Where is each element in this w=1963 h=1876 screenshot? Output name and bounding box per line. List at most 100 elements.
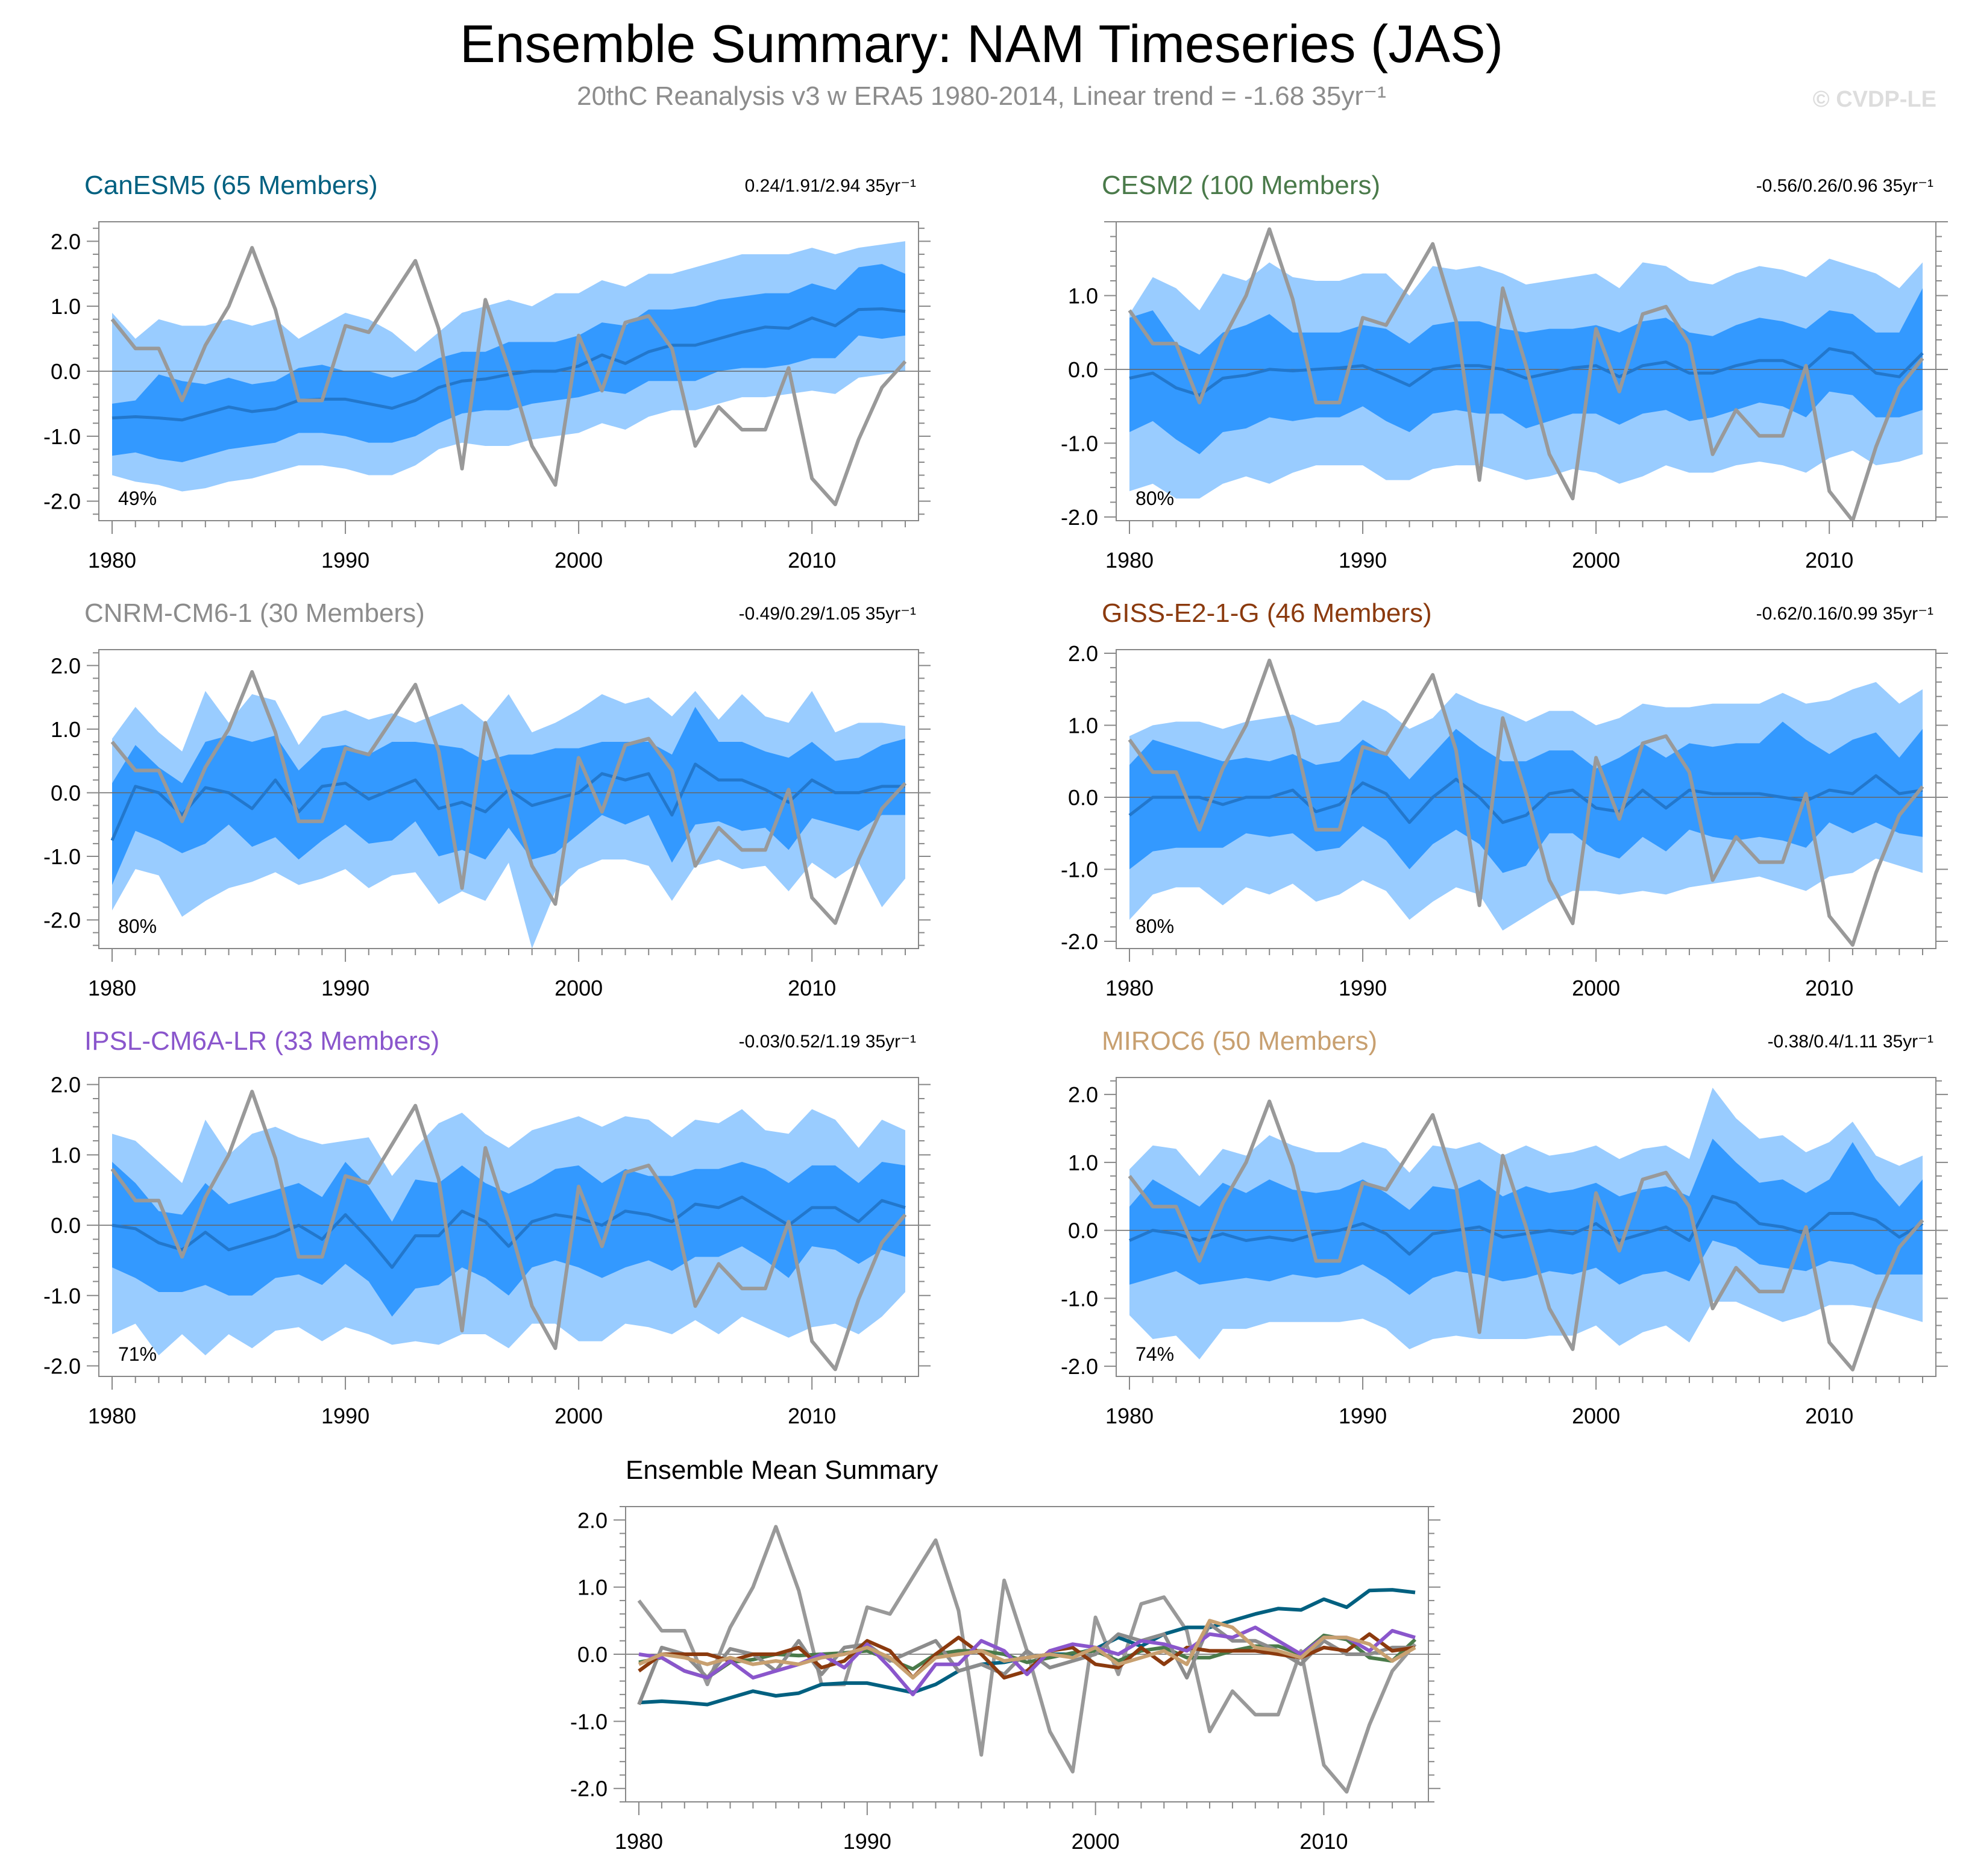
y-tick-label: 2.0 <box>51 229 81 254</box>
trend-label: -0.56/0.26/0.96 35yr⁻¹ <box>1756 176 1933 196</box>
x-tick-label: 1980 <box>1105 976 1154 1000</box>
y-tick-label: -2.0 <box>43 908 81 933</box>
y-tick-label: -1.0 <box>1061 431 1098 456</box>
trend-label: -0.49/0.29/1.05 35yr⁻¹ <box>739 604 916 624</box>
observed-line <box>110 1090 907 1372</box>
plot-area <box>1116 227 1936 521</box>
ensemble-mean-line <box>111 1195 906 1269</box>
y-tick-label: -2.0 <box>43 489 81 514</box>
x-tick-label: 1990 <box>321 548 369 573</box>
chart-panel-ensemble-mean-summary: 2.0 1.0 0.0 -1.0 -2.0 1980 1990 2000 2010 Ensembl… <box>570 1455 1440 1854</box>
y-tick-label: 1.0 <box>51 1143 81 1167</box>
panel-title: CNRM-CM6-1 (30 Members) <box>84 598 425 628</box>
y-tick-label: 0.0 <box>51 359 81 384</box>
observed-line <box>1128 658 1924 947</box>
ensemble-mean-line <box>1128 1194 1924 1256</box>
x-tick-label: 2000 <box>554 976 603 1000</box>
y-tick-label: 1.0 <box>51 294 81 319</box>
percent-label: 74% <box>1135 1343 1174 1365</box>
y-tick-label: 1.0 <box>1068 283 1098 308</box>
y-tick-label: 0.0 <box>1068 1219 1098 1243</box>
panel-title: GISS-E2-1-G (46 Members) <box>1102 598 1432 628</box>
panel-title: Ensemble Mean Summary <box>626 1455 938 1485</box>
y-tick-label: 2.0 <box>51 653 81 678</box>
x-tick-label: 1990 <box>1339 1404 1387 1428</box>
x-tick-label: 2000 <box>1072 1829 1120 1854</box>
trend-label: -0.38/0.4/1.11 35yr⁻¹ <box>1768 1032 1933 1052</box>
y-tick-label: 2.0 <box>577 1508 608 1532</box>
inner-range-band <box>1129 1138 1923 1295</box>
x-tick-label: 1980 <box>1105 548 1154 573</box>
x-tick-label: 2000 <box>1572 1404 1620 1428</box>
y-tick-label: 2.0 <box>1068 1082 1098 1107</box>
x-tick-label: 1990 <box>321 976 369 1000</box>
trend-label: 0.24/1.91/2.94 35yr⁻¹ <box>745 176 916 196</box>
y-tick-label: -1.0 <box>43 844 81 869</box>
x-tick-label: 1980 <box>88 976 136 1000</box>
x-tick-label: 2010 <box>788 976 836 1000</box>
y-tick-label: -2.0 <box>43 1354 81 1378</box>
y-tick-label: -1.0 <box>43 1284 81 1308</box>
percent-label: 49% <box>118 488 157 509</box>
chart-panel-cnrm-cm6-1: 2.0 1.0 0.0 -1.0 -2.0 1980 1990 2000 2010 CNRM-CM… <box>43 598 931 1000</box>
y-tick-label: -1.0 <box>1061 858 1098 882</box>
x-tick-label: 1980 <box>1105 1404 1154 1428</box>
ensemble-mean-line <box>111 307 906 422</box>
x-tick-label: 1990 <box>1339 548 1387 573</box>
chart-panel-miroc6: 2.0 1.0 0.0 -1.0 -2.0 1980 1990 2000 2010 MIROC6 … <box>1061 1026 1948 1428</box>
chart-panel-giss-e2-1-g: 2.0 1.0 0.0 -1.0 -2.0 1980 1990 2000 2010 GISS-E2… <box>1061 598 1948 1000</box>
x-tick-label: 1990 <box>843 1829 891 1854</box>
plot-area <box>1116 1087 1936 1372</box>
x-tick-label: 2000 <box>1572 548 1620 573</box>
x-tick-label: 2010 <box>1299 1829 1348 1854</box>
observed-line <box>110 670 907 925</box>
x-tick-label: 2010 <box>788 548 836 573</box>
y-tick-label: 0.0 <box>1068 357 1098 382</box>
observed-line <box>110 246 907 506</box>
plot-area <box>1116 658 1936 947</box>
y-tick-label: -2.0 <box>1061 505 1098 530</box>
x-tick-label: 1990 <box>321 1404 369 1428</box>
y-tick-label: 0.0 <box>51 780 81 805</box>
observed-line <box>1128 227 1924 521</box>
inner-range-band <box>112 707 905 885</box>
series-line-giss-e2-1-g <box>638 1632 1416 1680</box>
y-tick-label: 1.0 <box>1068 713 1098 738</box>
plot-area <box>99 1090 919 1372</box>
chart-panel-cesm2: 1.0 0.0 -1.0 -2.0 1980 1990 2000 2010 CESM2 (100… <box>1061 171 1948 573</box>
y-tick-label: -2.0 <box>570 1777 608 1801</box>
chart-panel-ipsl-cm6a-lr: 2.0 1.0 0.0 -1.0 -2.0 1980 1990 2000 2010 IPSL-CM… <box>43 1026 931 1428</box>
page-title: Ensemble Summary: NAM Timeseries (JAS) <box>459 14 1504 74</box>
y-tick-label: 0.0 <box>51 1213 81 1238</box>
panel-title: CESM2 (100 Members) <box>1102 171 1380 200</box>
x-tick-label: 1990 <box>1339 976 1387 1000</box>
percent-label: 71% <box>118 1343 157 1365</box>
y-tick-label: 0.0 <box>1068 785 1098 810</box>
percent-label: 80% <box>118 915 157 937</box>
x-tick-label: 2010 <box>788 1404 836 1428</box>
y-tick-label: 1.0 <box>577 1575 608 1600</box>
y-tick-label: 2.0 <box>1068 641 1098 666</box>
observed-line <box>1128 1099 1924 1372</box>
x-tick-label: 1980 <box>88 1404 136 1428</box>
ensemble-mean-line <box>1129 347 1924 397</box>
plot-area <box>99 670 919 949</box>
ensemble-mean-line <box>1128 774 1923 824</box>
y-tick-label: 0.0 <box>577 1642 608 1667</box>
x-tick-label: 2010 <box>1805 1404 1853 1428</box>
x-tick-label: 1980 <box>88 548 136 573</box>
trend-label: -0.62/0.16/0.99 35yr⁻¹ <box>1756 604 1933 624</box>
x-tick-label: 2010 <box>1805 548 1853 573</box>
y-tick-label: 2.0 <box>51 1073 81 1097</box>
x-tick-label: 1980 <box>615 1829 663 1854</box>
panel-title: IPSL-CM6A-LR (33 Members) <box>84 1026 439 1056</box>
panel-title: MIROC6 (50 Members) <box>1102 1026 1377 1056</box>
inner-range-band <box>112 1162 905 1317</box>
x-tick-label: 2000 <box>554 548 603 573</box>
x-tick-label: 2000 <box>1572 976 1620 1000</box>
chart-panel-canesm5: 2.0 1.0 0.0 -1.0 -2.0 1980 1990 2000 2010 CanESM5… <box>43 171 931 573</box>
plot-area <box>626 1525 1428 1794</box>
y-tick-label: -2.0 <box>1061 929 1098 954</box>
y-tick-label: -2.0 <box>1061 1354 1098 1379</box>
